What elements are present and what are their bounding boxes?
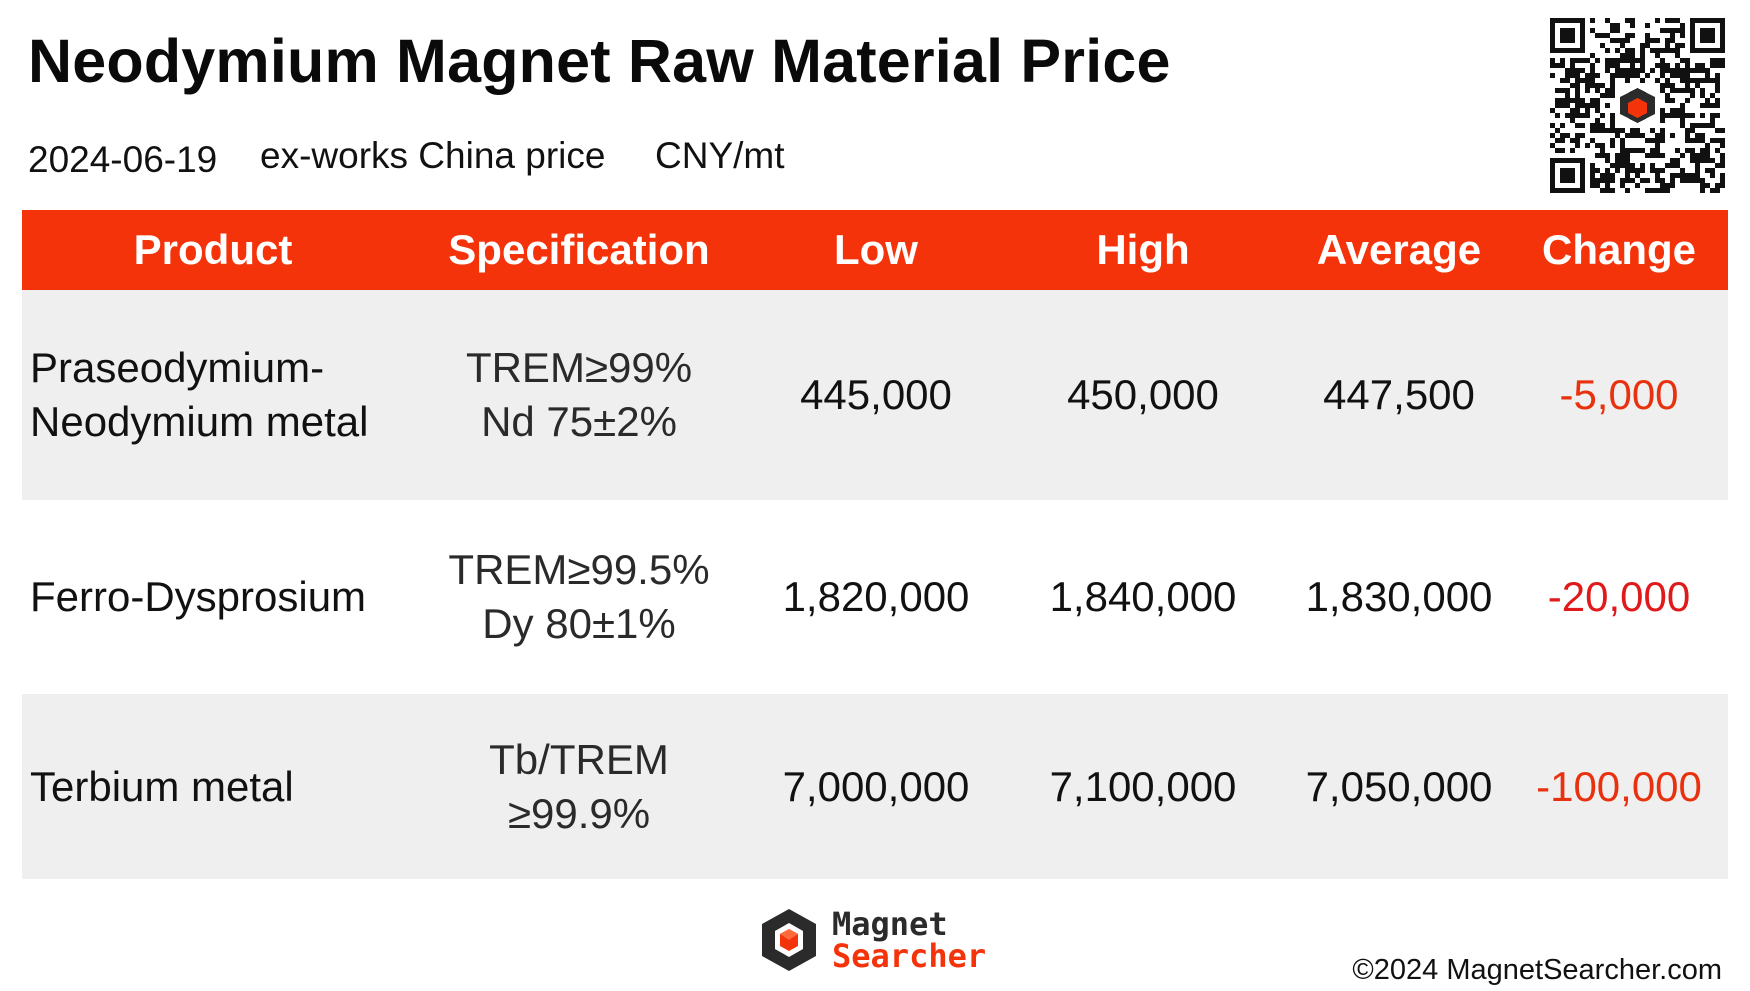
product-name-line: Neodymium metal: [30, 398, 369, 445]
column-header-specification: Specification: [448, 226, 710, 274]
product-name-line: Ferro-Dysprosium: [30, 573, 367, 621]
spec-line: ≥99.9%: [507, 789, 651, 837]
product-name-line: Praseodymium-: [30, 344, 325, 392]
high-price: 7,100,000: [1049, 762, 1237, 810]
table-row: Terbium metal Tb/TREM ≥99.9% 7,000,000 7…: [22, 694, 1728, 879]
price-change: -5,000: [1559, 371, 1679, 419]
copyright-notice: ©2024 MagnetSearcher.com: [1352, 954, 1722, 986]
table-row: Praseodymium- Neodymium metal TREM≥99% N…: [22, 290, 1728, 500]
high-price: 1,840,000: [1049, 573, 1237, 621]
spec-line: Dy 80±1%: [482, 600, 676, 647]
table-header: Product Specification Low High Average C…: [22, 210, 1728, 290]
logo-wordmark: Magnet Searcher: [832, 908, 986, 972]
product-name: Terbium metal: [22, 760, 404, 814]
price-unit: CNY/mt: [655, 135, 785, 176]
spec-line: Nd 75±2%: [481, 398, 677, 445]
column-header-high: High: [1096, 226, 1190, 274]
magnet-searcher-logo: Magnet Searcher: [756, 907, 986, 973]
low-price: 7,000,000: [782, 762, 970, 810]
price-change: -20,000: [1547, 573, 1691, 621]
specification: TREM≥99% Nd 75±2%: [404, 341, 754, 449]
high-price: 450,000: [1067, 371, 1219, 419]
magnet-searcher-logo-icon: [762, 909, 816, 971]
spec-line: Tb/TREM: [489, 735, 669, 783]
column-header-average: Average: [1316, 226, 1482, 274]
column-header-product: Product: [133, 226, 293, 274]
logo-line-searcher: Searcher: [832, 937, 987, 975]
price-date: 2024-06-19: [28, 139, 218, 180]
average-price: 1,830,000: [1305, 573, 1493, 621]
product-name: Ferro-Dysprosium: [22, 570, 404, 624]
column-header-low: Low: [834, 226, 918, 274]
logo-line-magnet: Magnet: [832, 905, 948, 943]
price-basis: ex-works China price: [260, 135, 606, 176]
column-header-change: Change: [1541, 226, 1696, 274]
product-name: Praseodymium- Neodymium metal: [22, 341, 404, 449]
spec-line: TREM≥99.5%: [448, 546, 710, 594]
average-price: 7,050,000: [1305, 762, 1493, 810]
product-name-line: Terbium metal: [30, 762, 294, 810]
low-price: 445,000: [800, 371, 952, 419]
page-title: Neodymium Magnet Raw Material Price: [28, 27, 1171, 95]
low-price: 1,820,000: [782, 573, 970, 621]
price-change: -100,000: [1536, 762, 1702, 810]
specification: TREM≥99.5% Dy 80±1%: [404, 543, 754, 651]
specification: Tb/TREM ≥99.9%: [404, 733, 754, 841]
average-price: 447,500: [1323, 371, 1475, 419]
table-row: Ferro-Dysprosium TREM≥99.5% Dy 80±1% 1,8…: [22, 500, 1728, 694]
spec-line: TREM≥99%: [465, 344, 693, 392]
qr-code-icon: [1550, 18, 1725, 193]
price-table: Product Specification Low High Average C…: [22, 210, 1728, 879]
